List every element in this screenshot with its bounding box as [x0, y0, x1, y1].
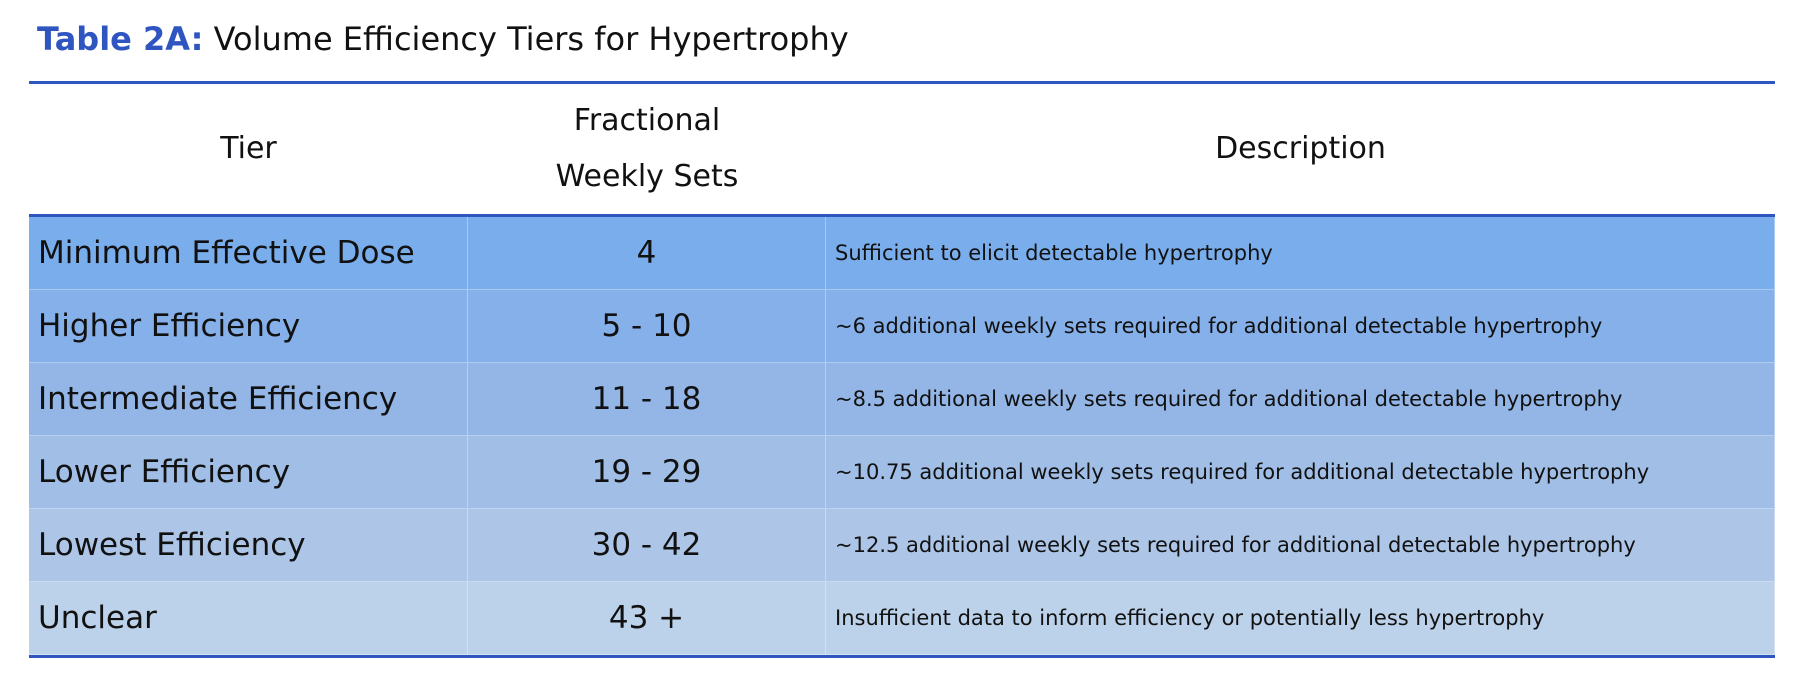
- header-cell: Tier: [220, 131, 277, 166]
- table-cell: Higher Efficiency: [29, 290, 468, 363]
- table-row: Higher Efficiency 5 - 10 ~6 additional wee…: [29, 290, 1775, 363]
- table-cell: 5 - 10: [468, 290, 826, 363]
- table-title: Table 2A: Volume Efficiency Tiers for Hy…: [37, 20, 849, 58]
- table-cell: 30 - 42: [468, 509, 826, 582]
- table-cell: Unclear: [29, 582, 468, 655]
- table-row: Minimum Effective Dose 4 Sufficient to eli…: [29, 217, 1775, 290]
- table-cell: Sufficient to elicit detectable hypertro…: [826, 217, 1775, 290]
- table-cell: ~6 additional weekly sets required for a…: [826, 290, 1775, 363]
- table-cell: 11 - 18: [468, 363, 826, 436]
- header-row: Tier Fractional Weekly Sets Description: [29, 84, 1775, 217]
- table-cell: Lower Efficiency: [29, 436, 468, 509]
- table-row: Intermediate Efficiency 11 - 18 ~8.5 addit…: [29, 363, 1775, 436]
- header-cell: Fractional Weekly Sets: [555, 103, 739, 194]
- table-cell: ~10.75 additional weekly sets required f…: [826, 436, 1775, 509]
- title-label: Table 2A:: [37, 20, 204, 58]
- table-row: Unclear 43 + Insufficient data to inform e…: [29, 582, 1775, 655]
- table-cell: 4: [468, 217, 826, 290]
- table-cell: 43 +: [468, 582, 826, 655]
- table-cell: ~8.5 additional weekly sets required for…: [826, 363, 1775, 436]
- title-text: Volume Efficiency Tiers for Hypertrophy: [213, 20, 849, 58]
- table-row: Lowest Efficiency 30 - 42 ~12.5 additional…: [29, 509, 1775, 582]
- table-cell: Intermediate Efficiency: [29, 363, 468, 436]
- table-cell: Minimum Effective Dose: [29, 217, 468, 290]
- table-cell: Insufficient data to inform efficiency o…: [826, 582, 1775, 655]
- table-cell: 19 - 29: [468, 436, 826, 509]
- table-cell: Lowest Efficiency: [29, 509, 468, 582]
- header-cell: Description: [1215, 131, 1386, 166]
- table-cell: ~12.5 additional weekly sets required fo…: [826, 509, 1775, 582]
- table: Tier Fractional Weekly Sets Description Mi…: [29, 81, 1775, 658]
- table-row: Lower Efficiency 19 - 29 ~10.75 additional…: [29, 436, 1775, 509]
